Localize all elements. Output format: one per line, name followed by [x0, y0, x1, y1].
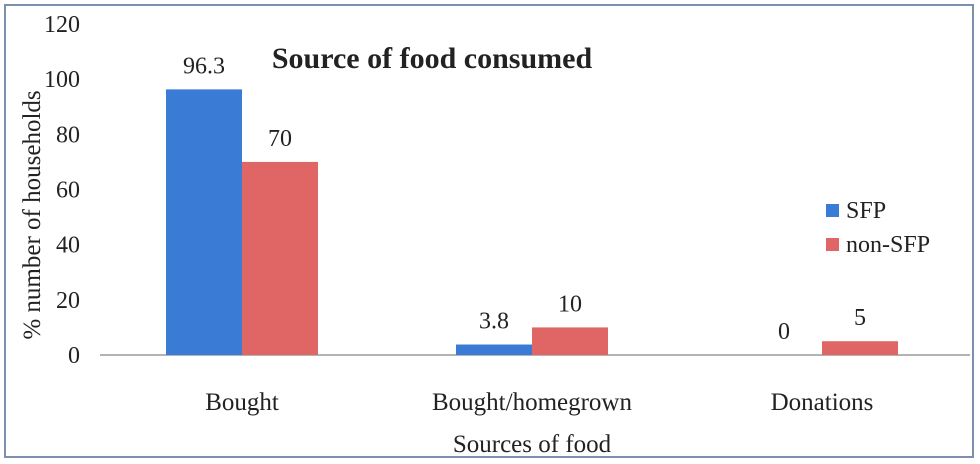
data-label: 10: [558, 291, 582, 317]
y-tick-label: 40: [56, 233, 80, 259]
bar-sfp-2: [456, 344, 532, 355]
data-label: 5: [854, 305, 866, 331]
x-axis-title: Sources of food: [453, 431, 612, 458]
bar-sfp-1: [166, 89, 242, 355]
legend-label: non-SFP: [846, 232, 930, 258]
data-label: 70: [268, 126, 292, 152]
y-tick-label: 20: [56, 288, 80, 314]
y-axis-title: % number of households: [19, 90, 46, 339]
chart-title: Source of food consumed: [272, 42, 593, 75]
data-label: 0: [778, 319, 790, 345]
y-tick-label: 80: [56, 122, 80, 148]
y-tick-label: 100: [44, 67, 80, 93]
legend-swatch-sfp: [826, 204, 839, 217]
legend-label: SFP: [846, 198, 886, 224]
bars: [166, 89, 898, 355]
bar-non-sfp-1: [242, 161, 318, 355]
legend: SFP non-SFP: [826, 198, 930, 258]
x-tick-label: Donations: [771, 389, 874, 416]
legend-swatch-non-sfp: [826, 238, 839, 251]
data-label: 3.8: [479, 309, 509, 335]
bar-non-sfp-3: [822, 341, 898, 355]
y-tick-label: 60: [56, 178, 80, 204]
y-axis-ticks: 0 20 40 60 80 100 120: [44, 12, 80, 369]
y-tick-label: 0: [68, 343, 80, 369]
chart-frame: [4, 4, 974, 458]
x-axis-ticks: Bought Bought/homegrown Donations: [205, 389, 873, 416]
y-tick-label: 120: [44, 12, 80, 38]
x-tick-label: Bought: [205, 389, 279, 416]
x-tick-label: Bought/homegrown: [432, 389, 632, 416]
data-label: 96.3: [183, 53, 225, 79]
data-labels: 96.3 70 3.8 10 0 5: [183, 53, 866, 345]
bar-non-sfp-2: [532, 327, 608, 355]
